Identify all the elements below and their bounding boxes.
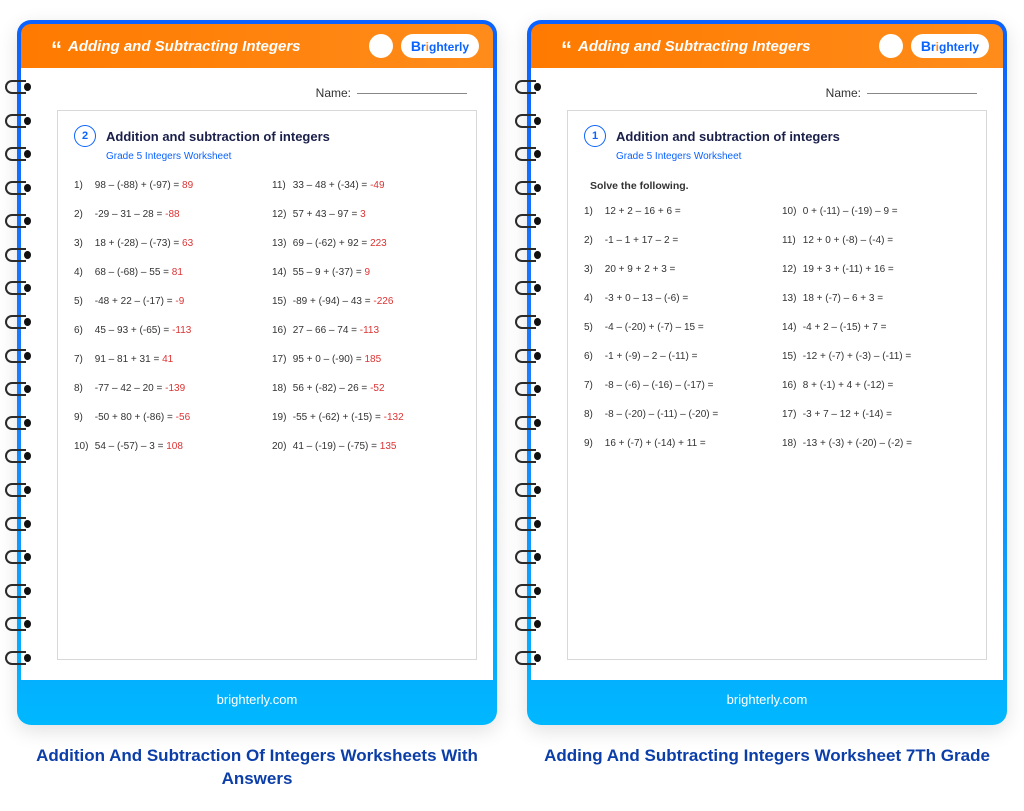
problem-item: 13) 69 – (-62) + 92 = 223 (272, 238, 460, 249)
problem-item: 15) -12 + (-7) + (-3) – (-11) = (782, 351, 970, 362)
footer-brand: brighterly.com (531, 680, 1003, 721)
problem-item: 9) -50 + 80 + (-86) = -56 (74, 412, 262, 423)
notebook-frame[interactable]: “ Adding and Subtracting Integers Bright… (527, 20, 1007, 725)
worksheet-card: “ Adding and Subtracting Integers Bright… (527, 20, 1007, 791)
worksheet-content: 1 Addition and subtraction of integers G… (567, 110, 987, 660)
worksheet-title: Addition and subtraction of integers (106, 129, 330, 144)
problem-item: 6) -1 + (-9) – 2 – (-11) = (584, 351, 772, 362)
problem-item: 9) 16 + (-7) + (-14) + 11 = (584, 438, 772, 449)
problem-item: 13) 18 + (-7) – 6 + 3 = (782, 293, 970, 304)
worksheet-content: 2 Addition and subtraction of integers G… (57, 110, 477, 660)
header-title-text: Adding and Subtracting Integers (578, 38, 811, 55)
problem-item: 5) -4 – (-20) + (-7) – 15 = (584, 322, 772, 333)
header-circle-icon (879, 34, 903, 58)
worksheet-subtitle: Grade 5 Integers Worksheet (106, 151, 460, 162)
worksheet-page: Name: 1 Addition and subtraction of inte… (531, 68, 1003, 680)
problem-item: 17) 95 + 0 – (-90) = 185 (272, 354, 460, 365)
brand-logo: Brighterly (401, 34, 479, 58)
header-title-text: Adding and Subtracting Integers (68, 38, 301, 55)
problem-item: 14) -4 + 2 – (-15) + 7 = (782, 322, 970, 333)
footer-brand: brighterly.com (21, 680, 493, 721)
problem-item: 7) 91 – 81 + 31 = 41 (74, 354, 262, 365)
problem-item: 20) 41 – (-19) – (-75) = 135 (272, 441, 460, 452)
spiral-binding (515, 80, 543, 665)
problem-item: 8) -8 – (-20) – (-11) – (-20) = (584, 409, 772, 420)
problem-item: 5) -48 + 22 – (-17) = -9 (74, 296, 262, 307)
header-circle-icon (369, 34, 393, 58)
problem-item: 1) 98 – (-88) + (-97) = 89 (74, 180, 262, 191)
notebook-frame[interactable]: “ Adding and Subtracting Integers Bright… (17, 20, 497, 725)
problem-item: 6) 45 – 93 + (-65) = -113 (74, 325, 262, 336)
worksheet-caption[interactable]: Adding And Subtracting Integers Workshee… (527, 745, 1007, 768)
problem-item: 15) -89 + (-94) – 43 = -226 (272, 296, 460, 307)
worksheet-number-badge: 1 (584, 125, 606, 147)
worksheet-card: “ Adding and Subtracting Integers Bright… (17, 20, 497, 791)
solve-instruction: Solve the following. (590, 180, 970, 192)
brand-logo: Brighterly (911, 34, 989, 58)
problem-item: 4) 68 – (-68) – 55 = 81 (74, 267, 262, 278)
problem-item: 18) -13 + (-3) + (-20) – (-2) = (782, 438, 970, 449)
worksheet-header: “ Adding and Subtracting Integers Bright… (21, 24, 493, 68)
problem-item: 1) 12 + 2 – 16 + 6 = (584, 206, 772, 217)
worksheet-title: Addition and subtraction of integers (616, 129, 840, 144)
problem-item: 19) -55 + (-62) + (-15) = -132 (272, 412, 460, 423)
problem-item: 8) -77 – 42 – 20 = -139 (74, 383, 262, 394)
problem-item: 17) -3 + 7 – 12 + (-14) = (782, 409, 970, 420)
worksheet-page: Name: 2 Addition and subtraction of inte… (21, 68, 493, 680)
worksheet-caption[interactable]: Addition And Subtraction Of Integers Wor… (17, 745, 497, 791)
problem-item: 12) 19 + 3 + (-11) + 16 = (782, 264, 970, 275)
worksheet-number-badge: 2 (74, 125, 96, 147)
problem-item: 12) 57 + 43 – 97 = 3 (272, 209, 460, 220)
problem-item: 18) 56 + (-82) – 26 = -52 (272, 383, 460, 394)
problem-item: 4) -3 + 0 – 13 – (-6) = (584, 293, 772, 304)
worksheet-header: “ Adding and Subtracting Integers Bright… (531, 24, 1003, 68)
problem-item: 3) 18 + (-28) – (-73) = 63 (74, 238, 262, 249)
problem-item: 3) 20 + 9 + 2 + 3 = (584, 264, 772, 275)
problem-item: 14) 55 – 9 + (-37) = 9 (272, 267, 460, 278)
problem-item: 11) 33 – 48 + (-34) = -49 (272, 180, 460, 191)
spiral-binding (5, 80, 33, 665)
problem-item: 10) 0 + (-11) – (-19) – 9 = (782, 206, 970, 217)
problem-item: 16) 8 + (-1) + 4 + (-12) = (782, 380, 970, 391)
problem-item: 16) 27 – 66 – 74 = -113 (272, 325, 460, 336)
problems-grid: 1) 12 + 2 – 16 + 6 = 10) 0 + (-11) – (-19… (584, 206, 970, 449)
problems-grid: 1) 98 – (-88) + (-97) = 89 11) 33 – 48 + … (74, 180, 460, 452)
problem-item: 2) -29 – 31 – 28 = -88 (74, 209, 262, 220)
problem-item: 7) -8 – (-6) – (-16) – (-17) = (584, 380, 772, 391)
name-field: Name: (57, 80, 477, 110)
problem-item: 11) 12 + 0 + (-8) – (-4) = (782, 235, 970, 246)
problem-item: 10) 54 – (-57) – 3 = 108 (74, 441, 262, 452)
worksheet-subtitle: Grade 5 Integers Worksheet (616, 151, 970, 162)
problem-item: 2) -1 – 1 + 17 – 2 = (584, 235, 772, 246)
name-field: Name: (567, 80, 987, 110)
